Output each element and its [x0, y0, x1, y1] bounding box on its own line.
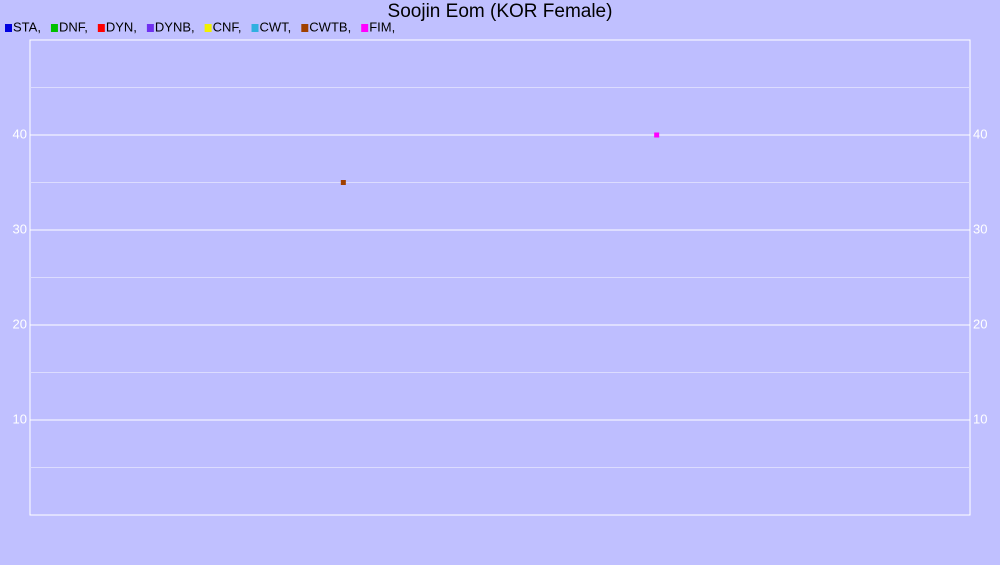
legend-swatch	[361, 24, 369, 32]
legend-swatch	[97, 24, 105, 32]
legend-label: DNF,	[59, 19, 88, 34]
y-tick-label: 20	[13, 316, 27, 331]
legend-swatch	[251, 24, 259, 32]
y2-tick-label: 20	[973, 316, 987, 331]
legend-label: CNF,	[213, 19, 242, 34]
legend-swatch	[50, 24, 58, 32]
legend-swatch	[204, 24, 212, 32]
legend-label: DYNB,	[155, 19, 195, 34]
legend-swatch	[146, 24, 154, 32]
chart-title: Soojin Eom (KOR Female)	[388, 1, 613, 22]
y2-tick-label: 10	[973, 411, 987, 426]
point	[340, 180, 346, 185]
legend-label: CWT,	[260, 19, 292, 34]
y2-tick-label: 30	[973, 221, 987, 236]
y2-tick-label: 40	[973, 126, 987, 141]
legend-swatch	[5, 24, 12, 32]
legend-label: FIM,	[369, 19, 395, 34]
legend-swatch	[301, 24, 309, 32]
legend-label: DYN,	[106, 19, 137, 34]
legend-label: STA,	[13, 19, 41, 34]
y-tick-label: 30	[13, 221, 27, 236]
legend-label: CWTB,	[309, 19, 351, 34]
point	[654, 132, 660, 138]
y-tick-label: 10	[13, 411, 27, 426]
y-tick-label: 40	[13, 126, 27, 141]
